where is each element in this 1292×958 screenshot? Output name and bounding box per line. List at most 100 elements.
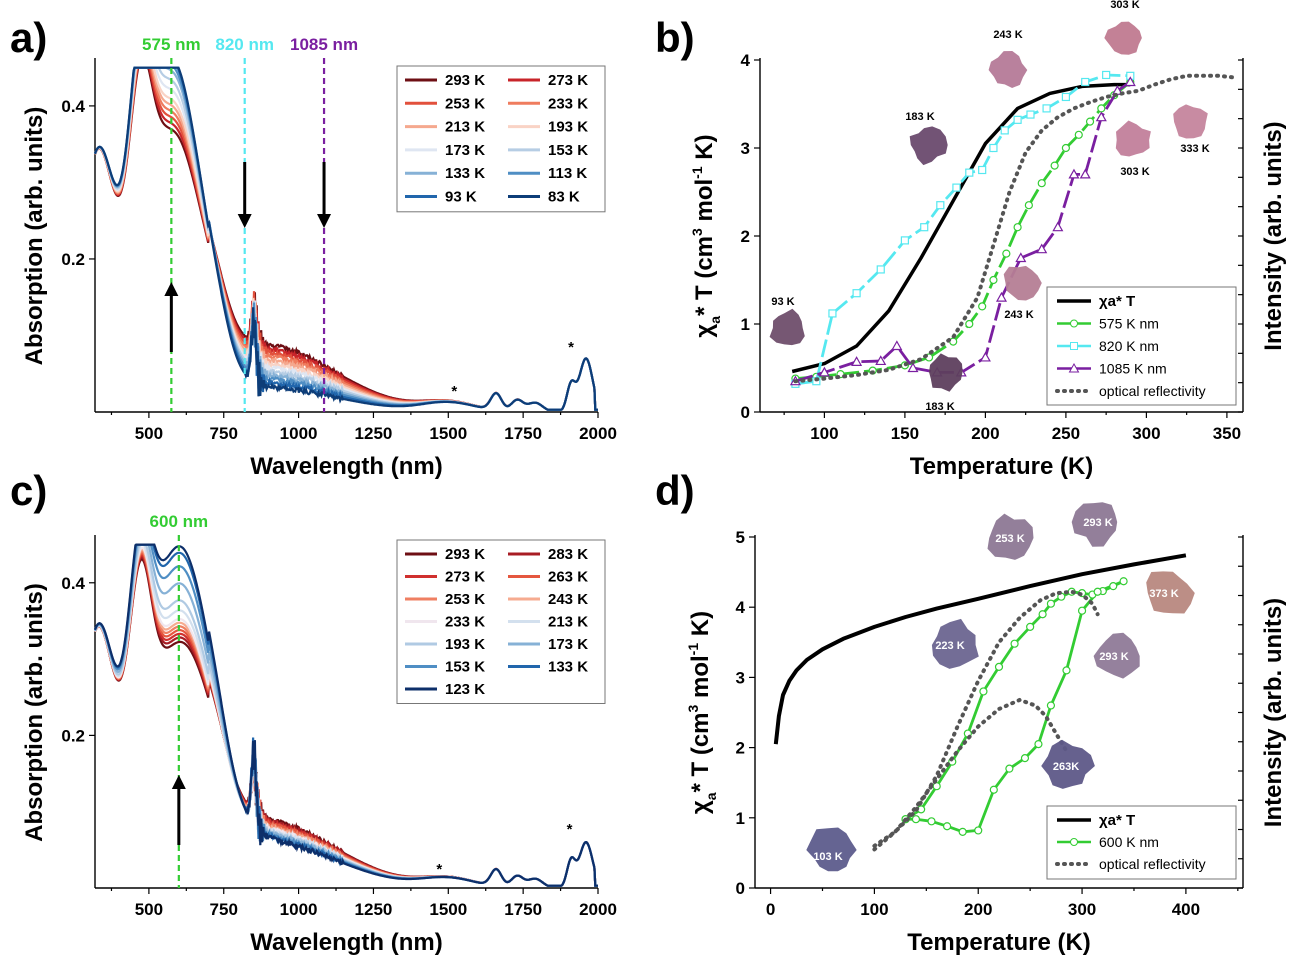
- y-tick-label: 1: [736, 809, 745, 828]
- crystal-temperature-label: 373 K: [1149, 588, 1178, 600]
- x-tick-label: 150: [891, 424, 919, 443]
- legend-label: 293 K: [445, 72, 485, 89]
- data-point: [875, 355, 887, 366]
- data-point: [1079, 168, 1091, 179]
- crystal-temperature-label: 223 K: [935, 640, 964, 652]
- legend-label: 263 K: [548, 569, 588, 586]
- crystal-image: [1146, 571, 1195, 614]
- data-point: [876, 265, 885, 274]
- legend-label: 113 K: [548, 165, 587, 182]
- legend-label: 213 K: [445, 119, 485, 136]
- data-point: [979, 687, 988, 696]
- data-point: [1046, 599, 1056, 608]
- data-point: [1000, 126, 1009, 135]
- y-tick-label: 0.2: [61, 726, 85, 745]
- data-point: [1102, 70, 1111, 80]
- data-point: [1038, 610, 1047, 619]
- data-point: [907, 362, 919, 373]
- x-tick-label: 750: [210, 900, 238, 919]
- x-tick-label: 200: [971, 424, 999, 443]
- y-tick-label: 2: [741, 227, 750, 246]
- y-tick-label: 3: [741, 139, 750, 158]
- annotation-star: *: [436, 861, 442, 878]
- wavelength-marker-label: 1085 nm: [290, 35, 358, 54]
- panel-0: 500 750 1000 1250 1500 1750 2000 0.2 0.4 Waveleng…: [10, 14, 617, 480]
- data-point: [911, 815, 921, 824]
- data-point: [920, 223, 929, 232]
- y-tick-label: 2: [736, 739, 745, 758]
- data-point: [818, 366, 830, 377]
- legend-label: 233 K: [445, 614, 485, 631]
- y-tick-label: 0: [736, 879, 745, 898]
- data-point: [1109, 582, 1118, 591]
- x-tick-label: 100: [860, 900, 888, 919]
- series-line: [904, 579, 1125, 834]
- data-point: [942, 822, 952, 831]
- x-tick-label: 300: [1068, 900, 1096, 919]
- crystal-image: [988, 51, 1028, 88]
- y-tick-label: 0.4: [61, 97, 85, 116]
- legend-label: 283 K: [548, 546, 588, 563]
- crystal-temperature-label: 333 K: [1180, 143, 1209, 155]
- wavelength-marker-label: 820 nm: [215, 35, 274, 54]
- data-point: [828, 309, 837, 318]
- legend-label: χa* T: [1099, 293, 1135, 310]
- panel-label: c): [10, 467, 47, 514]
- legend-marker: [1070, 342, 1078, 350]
- data-point: [989, 785, 998, 794]
- data-point: [1085, 117, 1095, 126]
- data-point: [989, 275, 998, 285]
- legend-label: 153 K: [445, 659, 485, 676]
- data-point: [1124, 76, 1136, 87]
- arrow-head: [237, 214, 252, 228]
- data-point: [1119, 577, 1128, 586]
- x-tick-label: 500: [135, 900, 163, 919]
- legend-label: 193 K: [445, 636, 485, 653]
- data-point: [1077, 606, 1087, 615]
- data-point: [851, 356, 863, 366]
- x-tick-label: 100: [810, 424, 838, 443]
- data-point: [932, 782, 941, 791]
- arrow-head: [171, 775, 186, 789]
- data-point: [936, 201, 945, 210]
- x-tick-label: 1250: [355, 900, 393, 919]
- data-point: [1061, 143, 1071, 153]
- x-tick-label: 1500: [429, 900, 467, 919]
- data-point: [1095, 111, 1107, 122]
- crystal-temperature-label: 243 K: [993, 29, 1022, 41]
- x-tick-label: 1000: [280, 900, 318, 919]
- wavelength-marker-label: 575 nm: [142, 35, 201, 54]
- legend-box: [396, 65, 606, 213]
- data-point: [974, 826, 983, 835]
- data-point: [952, 183, 961, 192]
- data-point: [1013, 223, 1022, 232]
- data-point: [1061, 92, 1071, 102]
- series-line: [793, 73, 1237, 384]
- crystal-temperature-label: 263K: [1053, 761, 1079, 773]
- legend-label: 93 K: [445, 189, 477, 206]
- data-point: [1052, 221, 1064, 232]
- data-point: [958, 827, 967, 836]
- y-axis-title: Absorption (arb. units): [21, 583, 48, 842]
- panel-3: 0 100 200 300 400 0 1 2 3 4 5 Temperature (K) d) 253 …: [655, 467, 1244, 956]
- data-point: [1081, 77, 1090, 87]
- y-tick-label: 4: [736, 598, 746, 617]
- y-tick-label: 4: [741, 51, 751, 70]
- data-point: [1074, 130, 1083, 139]
- legend-marker: [1070, 319, 1078, 328]
- data-point: [891, 340, 903, 351]
- crystal-temperature-label: 103 K: [813, 851, 842, 863]
- legend-label: 193 K: [548, 119, 588, 136]
- crystal-temperature-label: 293 K: [1099, 651, 1128, 663]
- legend-label: 133 K: [548, 659, 588, 676]
- crystal-image: [909, 126, 948, 166]
- data-point: [1050, 161, 1059, 170]
- legend-label: 213 K: [548, 614, 588, 631]
- data-point: [994, 662, 1004, 671]
- y-tick-label: 3: [736, 668, 745, 687]
- legend-label: 83 K: [548, 189, 580, 206]
- data-point: [995, 291, 1008, 302]
- x-tick-label: 250: [1052, 424, 1080, 443]
- crystal-image: [1093, 632, 1140, 679]
- legend-label: 133 K: [445, 165, 485, 182]
